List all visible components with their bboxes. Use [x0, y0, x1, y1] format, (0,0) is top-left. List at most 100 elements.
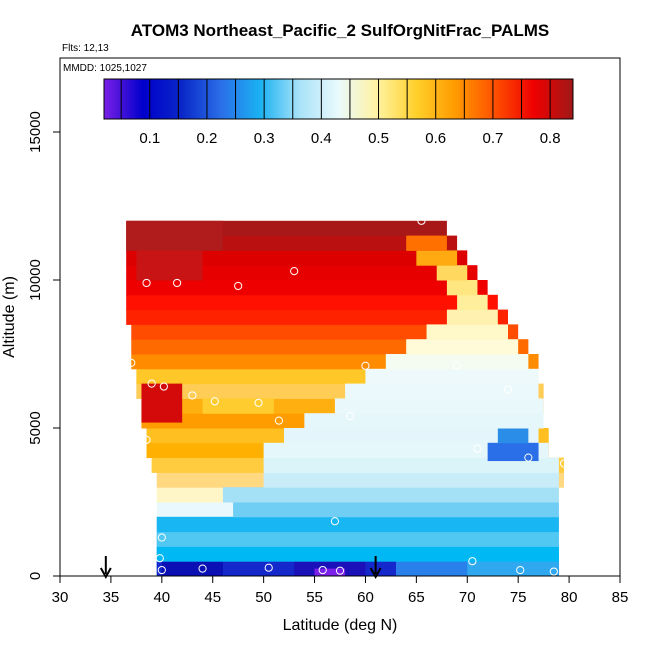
- colorbar-tick-label: 0.7: [482, 130, 503, 147]
- observation-point: [198, 564, 207, 573]
- x-tick-label: 40: [153, 589, 170, 606]
- observation-point: [157, 533, 166, 542]
- x-axis-label: Latitude (deg N): [283, 617, 398, 634]
- heatmap-cells: [126, 220, 565, 577]
- observation-point: [234, 281, 243, 291]
- observation-point: [452, 361, 462, 370]
- observation-point: [318, 565, 327, 575]
- heatmap-region: [497, 428, 529, 444]
- observation-point: [346, 412, 355, 421]
- x-tick-label: 65: [408, 589, 425, 606]
- heatmap-region: [487, 442, 539, 462]
- colorbar-tick-label: 0.6: [425, 130, 446, 147]
- heatmap-row: [131, 324, 519, 340]
- colorbar-tick-label: 0.1: [139, 130, 160, 147]
- colorbar-tick-label: 0.8: [540, 130, 561, 147]
- heatmap-region: [136, 250, 203, 281]
- mmdd-label: MMDD: 1025,1027: [63, 63, 147, 74]
- colorbar-tick-label: 0.5: [368, 130, 389, 147]
- observation-point: [473, 444, 482, 453]
- heatmap-row: [126, 280, 488, 296]
- heatmap-region: [446, 280, 478, 296]
- x-tick-label: 55: [306, 589, 323, 606]
- heatmap-region: [334, 398, 544, 414]
- heatmap-region: [446, 309, 498, 325]
- heatmap-region: [314, 568, 346, 577]
- heatmap-region: [457, 294, 488, 311]
- heatmap-region: [345, 383, 539, 399]
- observation-point: [503, 385, 513, 394]
- observation-point: [516, 565, 525, 575]
- heatmap-region: [233, 502, 559, 518]
- heatmap-region: [156, 531, 559, 547]
- arrow-head: [369, 567, 382, 580]
- observation-point: [417, 216, 426, 225]
- observation-point: [335, 566, 345, 575]
- x-tick-label: 80: [561, 589, 578, 606]
- observation-point: [142, 435, 151, 444]
- heatmap-region: [263, 457, 559, 473]
- observation-point: [524, 453, 533, 462]
- heatmap-region: [284, 428, 539, 444]
- x-tick-label: 30: [52, 589, 69, 606]
- heatmap-region: [156, 516, 559, 533]
- heatmap-region: [126, 220, 223, 251]
- heatmap-row: [126, 294, 498, 311]
- y-tick-label: 0: [27, 572, 44, 580]
- y-axis: 0 5000 10000 15000: [27, 111, 60, 580]
- observation-point: [468, 557, 477, 566]
- x-tick-label: 45: [204, 589, 221, 606]
- heatmap-region: [202, 398, 274, 414]
- observation-point: [274, 416, 284, 425]
- arrow-head: [99, 567, 112, 580]
- colorbar-tick-label: 0.4: [311, 130, 332, 147]
- y-tick-label: 10000: [27, 259, 44, 301]
- colorbar-ticks: 0.1 0.2 0.3 0.4 0.5 0.6 0.7 0.8: [120, 79, 561, 147]
- observation-point: [361, 361, 370, 370]
- heatmap-region: [263, 442, 549, 459]
- x-tick-label: 35: [103, 589, 120, 606]
- observation-point: [172, 278, 182, 288]
- arrow-markers: [99, 556, 382, 580]
- heatmap-region: [416, 250, 458, 266]
- observation-point: [142, 278, 151, 288]
- heatmap-region: [304, 413, 544, 429]
- observation-point: [127, 358, 136, 367]
- chart-title: ATOM3 Northeast_Pacific_2 SulfOrgNitFrac…: [131, 21, 550, 40]
- x-tick-label: 85: [612, 589, 629, 606]
- x-tick-label: 60: [357, 589, 374, 606]
- plot-frame: [59, 57, 621, 577]
- observation-point: [155, 554, 164, 563]
- x-tick-label: 70: [459, 589, 476, 606]
- heatmap-row: [126, 309, 508, 325]
- heatmap-region: [436, 265, 468, 281]
- observation-point: [147, 379, 156, 388]
- heatmap-region: [161, 561, 223, 577]
- x-axis: 30 35 40 45 50 55 60 65 70 75 80 85: [52, 576, 629, 606]
- heatmap-region: [426, 324, 508, 340]
- colorbar: 0.1 0.2 0.3 0.4 0.5 0.6 0.7 0.8: [103, 78, 574, 147]
- observation-point: [254, 398, 263, 407]
- heatmap-region: [406, 235, 447, 251]
- x-tick-label: 50: [255, 589, 272, 606]
- observation-points: [122, 204, 569, 576]
- heatmap-region: [406, 339, 519, 355]
- heatmap-row: [126, 265, 478, 281]
- y-tick-label: 5000: [27, 411, 44, 444]
- colorbar-tick-label: 0.2: [197, 130, 218, 147]
- observation-point: [122, 204, 131, 214]
- observation-point: [549, 567, 558, 576]
- colorbar-tick-label: 0.3: [254, 130, 275, 147]
- observation-point: [188, 391, 197, 400]
- colorbar-fill: [103, 78, 574, 120]
- observation-point: [264, 563, 273, 572]
- heatmap-region: [263, 472, 559, 488]
- heatmap-region: [467, 561, 559, 577]
- observation-point: [559, 459, 569, 468]
- heatmap-region: [365, 368, 539, 385]
- observation-point: [290, 267, 299, 276]
- observation-point: [157, 565, 166, 575]
- heatmap-region: [156, 546, 559, 562]
- heatmap-region: [385, 354, 529, 370]
